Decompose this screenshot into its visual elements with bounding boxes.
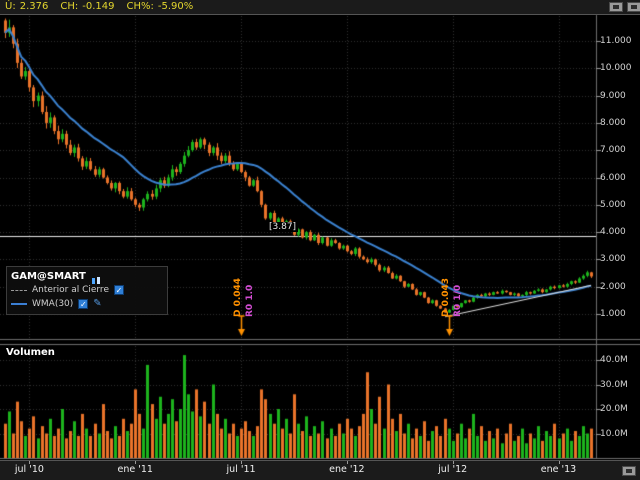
wma-label: WMA(30) — [32, 299, 74, 309]
wma-checkbox[interactable]: ✓ — [78, 299, 89, 309]
quote-bar-button-1[interactable] — [609, 2, 623, 12]
last-price-label: Ú: — [5, 1, 16, 12]
change-pct-value: -5.90% — [157, 1, 194, 12]
date-tick-label: ene '11 — [117, 464, 153, 475]
date-tick-label: jul '11 — [226, 464, 256, 475]
time-axis-tick — [241, 461, 242, 464]
dashed-line-sample — [11, 289, 27, 291]
wma-line-sample — [11, 303, 27, 305]
candlestick-chart-icon[interactable] — [91, 271, 101, 284]
event-ratio-label-2: R0 1/0 — [453, 284, 463, 317]
time-axis-tick — [135, 461, 136, 464]
prev-close-checkbox[interactable]: ✓ — [113, 285, 124, 295]
change-label: CH: — [60, 1, 79, 12]
time-axis: jul '10 ene '11 jul '11 ene '12 jul '12 ene '… — [0, 460, 640, 480]
event-dividend-label-2: D 0.043 — [441, 277, 451, 317]
time-axis-tick — [29, 461, 30, 464]
event-dividend-label-1: D 0.044 — [233, 277, 243, 317]
time-axis-tick — [453, 461, 454, 464]
legend-box: GAM@SMART Anterior al Cierre ✓ WMA(30) ✓… — [6, 266, 168, 315]
change-pct-label: CH%: — [126, 1, 154, 12]
volume-pane-title: Volumen — [6, 347, 55, 358]
instrument-title: GAM@SMART — [11, 270, 86, 282]
date-tick-label: ene '13 — [540, 464, 577, 475]
time-axis-tick — [347, 461, 348, 464]
edit-icon[interactable]: ✎ — [93, 298, 102, 309]
date-tick-label: jul '12 — [438, 464, 468, 475]
event-ratio-label-1: R0 1.0 — [245, 284, 255, 317]
bottom-right-icon[interactable] — [622, 466, 636, 476]
prev-close-label: Anterior al Cierre — [32, 285, 109, 295]
date-tick-label: ene '12 — [329, 464, 365, 475]
horizontal-line-label[interactable]: [3.87] — [267, 222, 299, 232]
legend-row-wma[interactable]: WMA(30) ✓ ✎ — [11, 297, 163, 311]
legend-row-prev-close[interactable]: Anterior al Cierre ✓ — [11, 283, 163, 297]
last-price-value: 2.376 — [19, 1, 49, 12]
quote-bar-button-2[interactable] — [627, 2, 640, 12]
legend-title-row[interactable]: GAM@SMART — [11, 269, 163, 284]
quote-bar: Ú: 2.376 CH: -0.149 CH%: -5.90% — [0, 0, 640, 15]
time-axis-tick — [559, 461, 560, 464]
change-value: -0.149 — [82, 1, 115, 12]
date-tick-label: jul '10 — [14, 464, 44, 475]
